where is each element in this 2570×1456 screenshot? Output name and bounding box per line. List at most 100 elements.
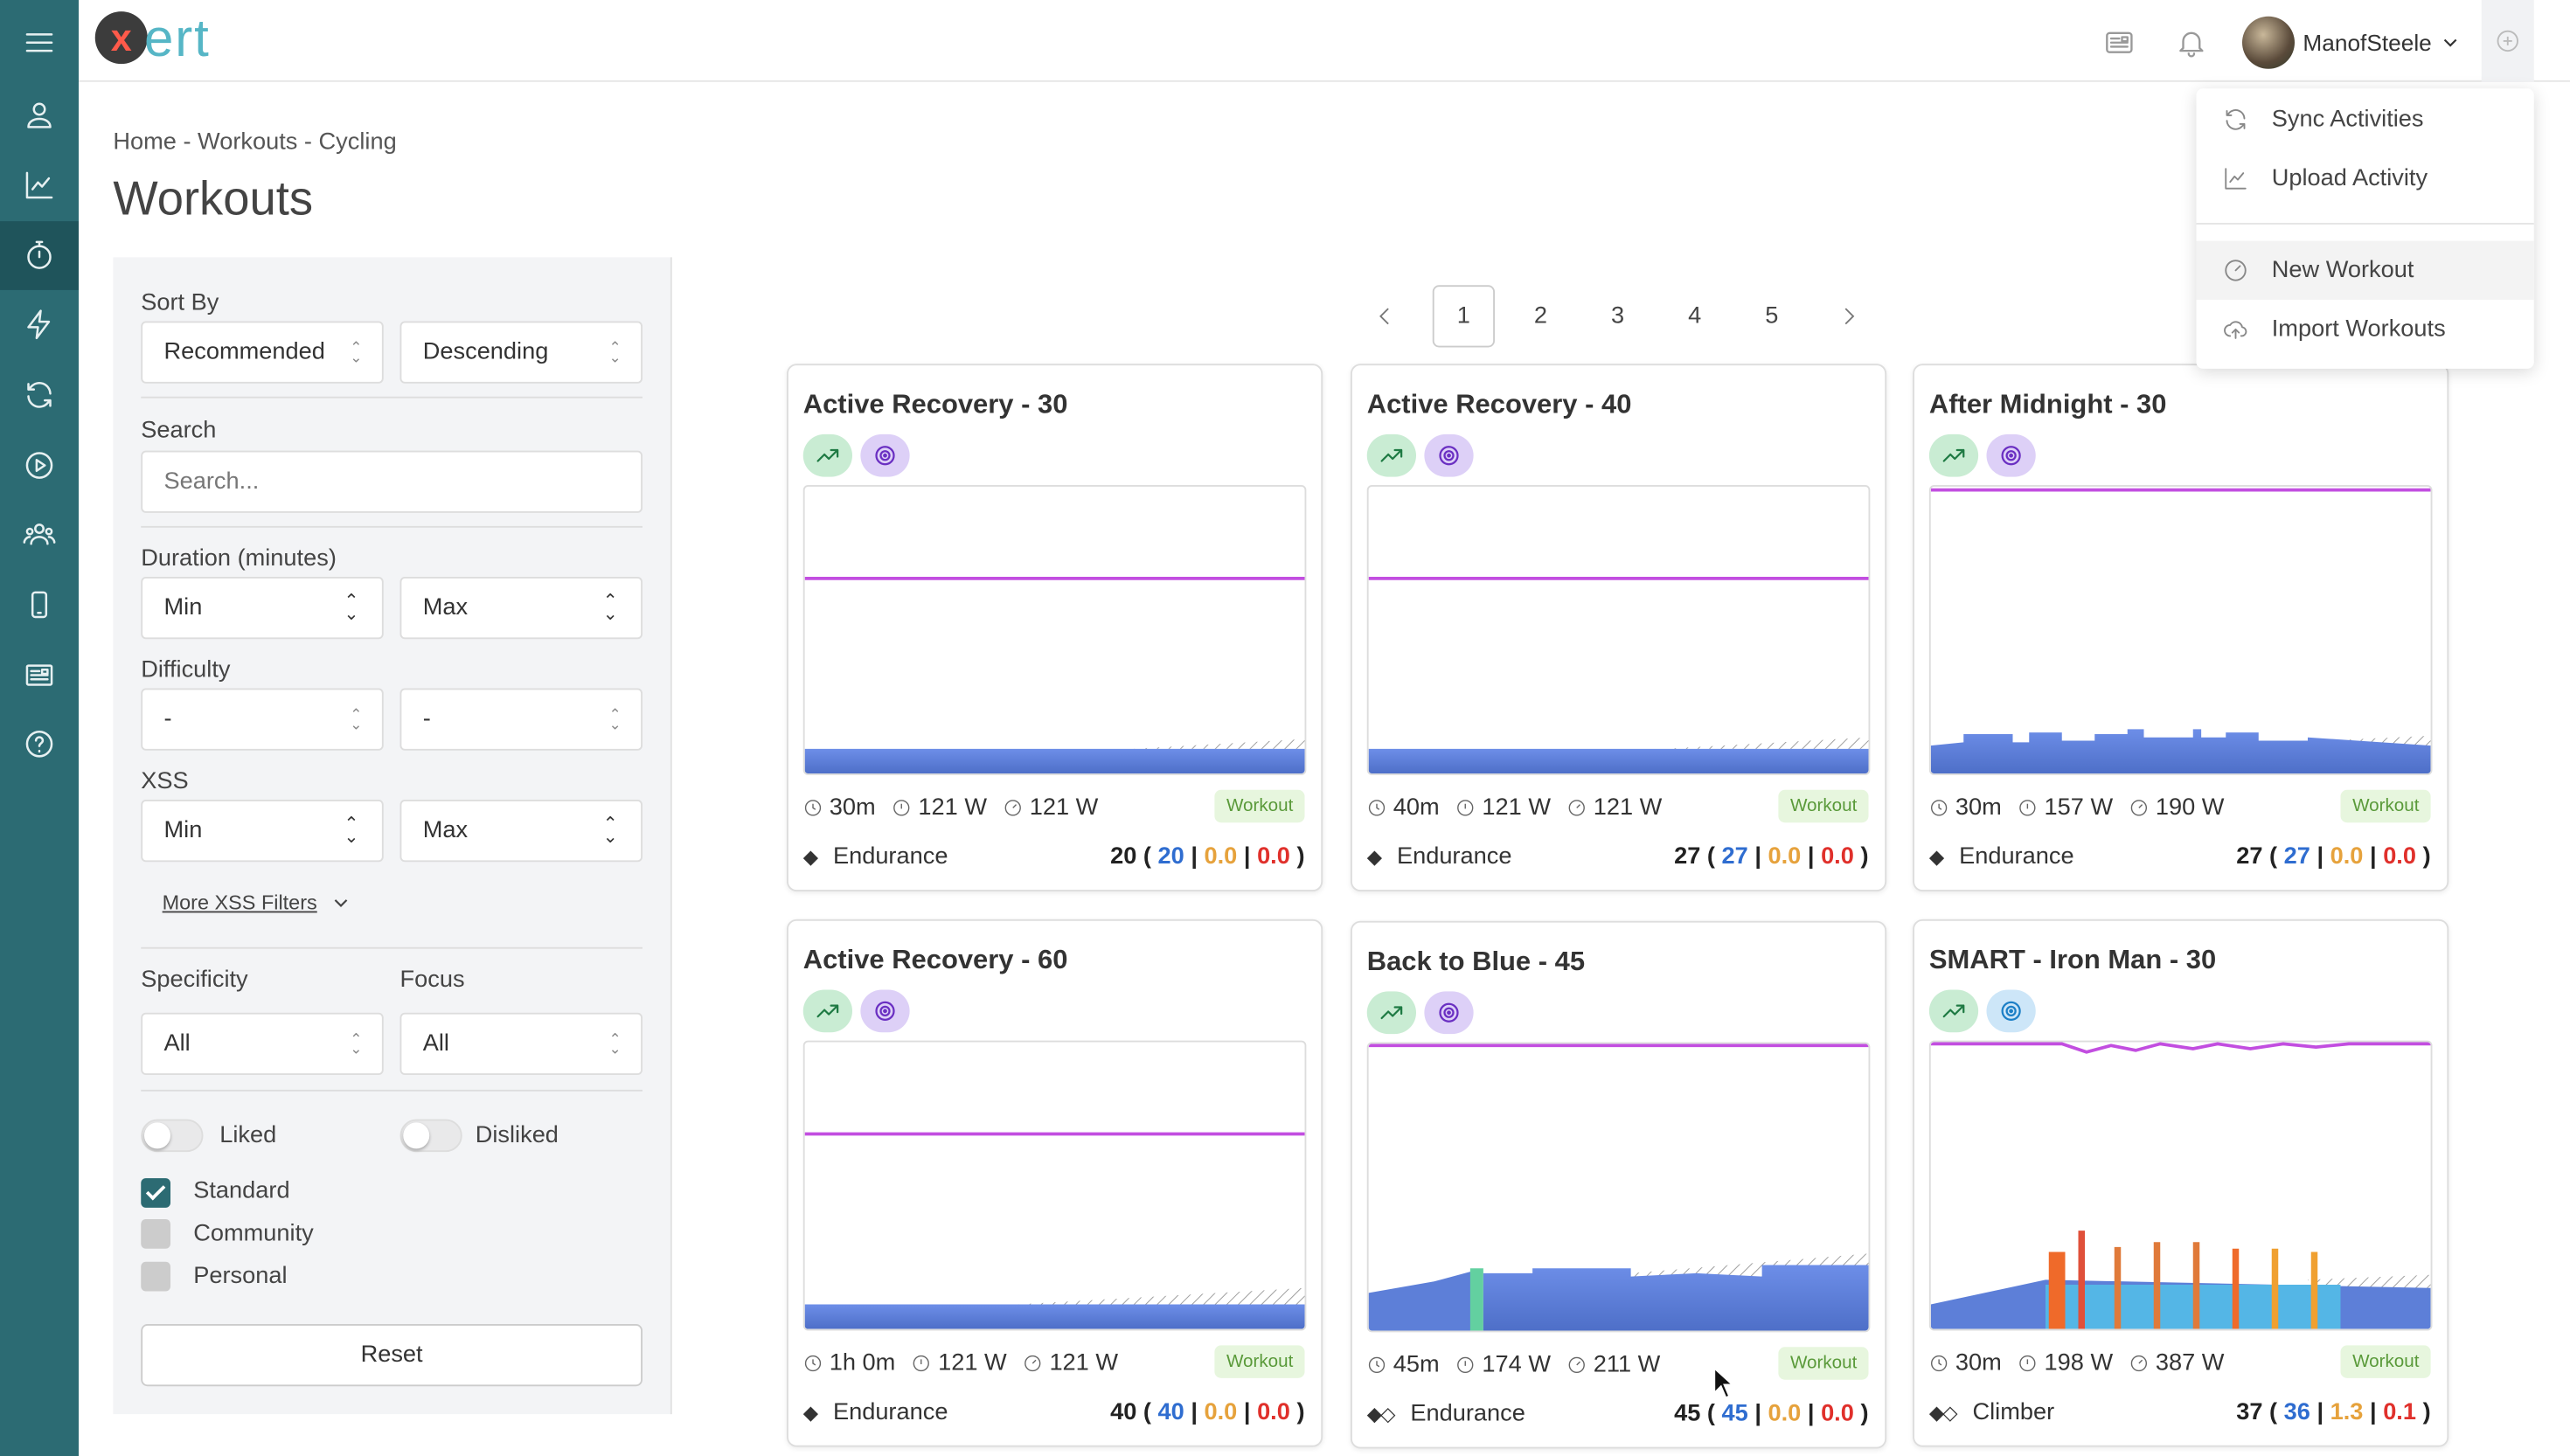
- help-icon[interactable]: [0, 710, 79, 779]
- xss-max-input[interactable]: Max ⌃ ⌄: [399, 800, 642, 863]
- xss-high: 0.0: [1768, 1401, 1802, 1428]
- workout-card[interactable]: After Midnight - 30 30m 157 W 190 W Work…: [1913, 364, 2449, 891]
- workout-card[interactable]: SMART - Iron Man - 30 30m 198 W 387: [1913, 919, 2449, 1447]
- upload-chart-icon: [2225, 168, 2247, 190]
- page-5-button[interactable]: 5: [1765, 302, 1779, 329]
- bolt-icon[interactable]: [0, 290, 79, 359]
- workout-card[interactable]: Active Recovery - 60 1h 0m 121 W 121 W W…: [787, 919, 1323, 1447]
- gauge-icon: [1025, 1355, 1041, 1372]
- focus: ◆ Endurance: [803, 1399, 948, 1425]
- person-icon[interactable]: [0, 80, 79, 149]
- duration-label: Duration (minutes): [141, 545, 337, 572]
- diamond-icon: ◆: [1366, 845, 1382, 869]
- disliked-toggle[interactable]: [399, 1119, 462, 1153]
- power-max: 121 W: [1593, 794, 1663, 822]
- power-max: 387 W: [2155, 1350, 2225, 1376]
- xss-score: 27 ( 27 | 0.0 | 0.0 ): [1674, 843, 1869, 870]
- bell-icon[interactable]: [2175, 26, 2208, 59]
- add-dropdown-menu: Sync Activities Upload Activity New Work…: [2196, 88, 2534, 369]
- workout-chart: [802, 1040, 1307, 1331]
- focus-select[interactable]: All ⌃ ⌄: [399, 1012, 642, 1075]
- power-max: 190 W: [2155, 794, 2225, 822]
- xss-high: 0.0: [1204, 1399, 1238, 1426]
- gauge-icon: [1004, 800, 1022, 816]
- difficulty-min-select[interactable]: - ⌃ ⌄: [141, 688, 384, 751]
- focus-label: Endurance: [832, 843, 948, 870]
- more-xss-filters-link[interactable]: More XSS Filters: [163, 891, 353, 914]
- stepper-icon[interactable]: ⌃ ⌄: [602, 814, 618, 848]
- news-icon[interactable]: [2103, 26, 2136, 59]
- diamond-icon: ◆: [1928, 845, 1944, 869]
- xss-total: 27: [2236, 843, 2263, 870]
- hatch-area: [1132, 738, 1305, 749]
- difficulty-max-select[interactable]: - ⌃ ⌄: [399, 688, 642, 751]
- xss-low: 20: [1157, 843, 1184, 870]
- group-icon[interactable]: [0, 500, 79, 569]
- workout-card[interactable]: Active Recovery - 40 40m 121 W 121 W Wor…: [1351, 364, 1887, 891]
- page-3-button[interactable]: 3: [1611, 302, 1625, 329]
- divider: [141, 1089, 642, 1092]
- target-badge: [1986, 989, 2036, 1033]
- power-max: 121 W: [1029, 794, 1099, 822]
- stepper-icon[interactable]: ⌃ ⌄: [344, 591, 359, 625]
- difficulty-min-value: -: [163, 706, 172, 733]
- focus-label: Endurance: [1410, 1401, 1525, 1428]
- breadcrumb[interactable]: Home - Workouts - Cycling: [113, 129, 397, 156]
- trend-badge: [802, 989, 852, 1033]
- duration-min-input[interactable]: Min ⌃ ⌄: [141, 577, 384, 640]
- prev-page-button[interactable]: [1354, 285, 1416, 347]
- user-menu[interactable]: ManofSteele: [2242, 16, 2462, 69]
- add-button[interactable]: [2481, 0, 2534, 82]
- personal-checkbox[interactable]: [141, 1261, 170, 1292]
- target-badge: [860, 433, 910, 477]
- workout-chart: [1366, 485, 1871, 775]
- clock-icon: [1368, 1356, 1386, 1374]
- chevron-down-icon: [2443, 38, 2456, 47]
- chevron-down-icon: [335, 899, 349, 907]
- search-input[interactable]: Search...: [141, 450, 642, 513]
- personal-label: Personal: [193, 1263, 288, 1290]
- workout-stats: 30m 157 W 190 W: [1929, 794, 2240, 821]
- menu-item-upload-activity[interactable]: Upload Activity: [2197, 149, 2534, 209]
- specificity-select[interactable]: All ⌃ ⌄: [141, 1012, 384, 1075]
- reset-button[interactable]: Reset: [141, 1324, 642, 1387]
- workout-tag: Workout: [2340, 789, 2431, 823]
- stopwatch-icon[interactable]: [0, 221, 79, 290]
- order-select[interactable]: Descending ⌃ ⌄: [399, 321, 642, 384]
- stepper-icon[interactable]: ⌃ ⌄: [602, 591, 618, 625]
- page-1-button[interactable]: 1: [1432, 285, 1495, 348]
- mobile-icon[interactable]: [0, 571, 79, 640]
- menu-item-import-workouts[interactable]: Import Workouts: [2197, 300, 2534, 359]
- search-label: Search: [141, 418, 217, 445]
- standard-checkbox[interactable]: [141, 1178, 170, 1208]
- menu-item-sync-activities[interactable]: Sync Activities: [2197, 90, 2534, 149]
- duration-max-input[interactable]: Max ⌃ ⌄: [399, 577, 642, 640]
- page-4-button[interactable]: 4: [1688, 302, 1702, 329]
- liked-toggle[interactable]: [141, 1119, 204, 1153]
- chart-line-icon[interactable]: [0, 151, 79, 220]
- workout-card[interactable]: Back to Blue - 45 45m 174 W 211 W Workou…: [1351, 920, 1887, 1449]
- focus: ◆ Endurance: [1929, 844, 2074, 870]
- filters-panel: Sort By Recommended ⌃ ⌄ Descending ⌃ ⌄ Searc…: [113, 257, 672, 1415]
- menu-icon[interactable]: [0, 8, 79, 77]
- community-checkbox[interactable]: [141, 1219, 170, 1249]
- menu-item-new-workout[interactable]: New Workout: [2196, 240, 2534, 301]
- power-average: 121 W: [1482, 794, 1552, 822]
- sync-icon[interactable]: [0, 361, 79, 430]
- sort-by-select[interactable]: Recommended ⌃ ⌄: [141, 321, 384, 384]
- power-average: 121 W: [938, 1350, 1007, 1376]
- stepper-icon[interactable]: ⌃ ⌄: [344, 814, 359, 848]
- workout-tag: Workout: [1778, 1347, 1869, 1380]
- logo[interactable]: x ert: [94, 11, 211, 65]
- page-title: Workouts: [113, 173, 314, 226]
- next-page-button[interactable]: [1817, 285, 1879, 347]
- play-circle-icon[interactable]: [0, 431, 79, 500]
- power-interval: [2232, 1248, 2240, 1329]
- gauge-icon: [1568, 800, 1586, 816]
- workout-stats: 30m 198 W 387 W: [1929, 1350, 2240, 1376]
- xss-total: 27: [1674, 843, 1701, 870]
- page-2-button[interactable]: 2: [1533, 302, 1548, 329]
- xss-min-input[interactable]: Min ⌃ ⌄: [141, 800, 384, 863]
- newspaper-icon[interactable]: [0, 641, 79, 710]
- workout-card[interactable]: Active Recovery - 30 30m 121 W 121 W Wor…: [787, 364, 1323, 891]
